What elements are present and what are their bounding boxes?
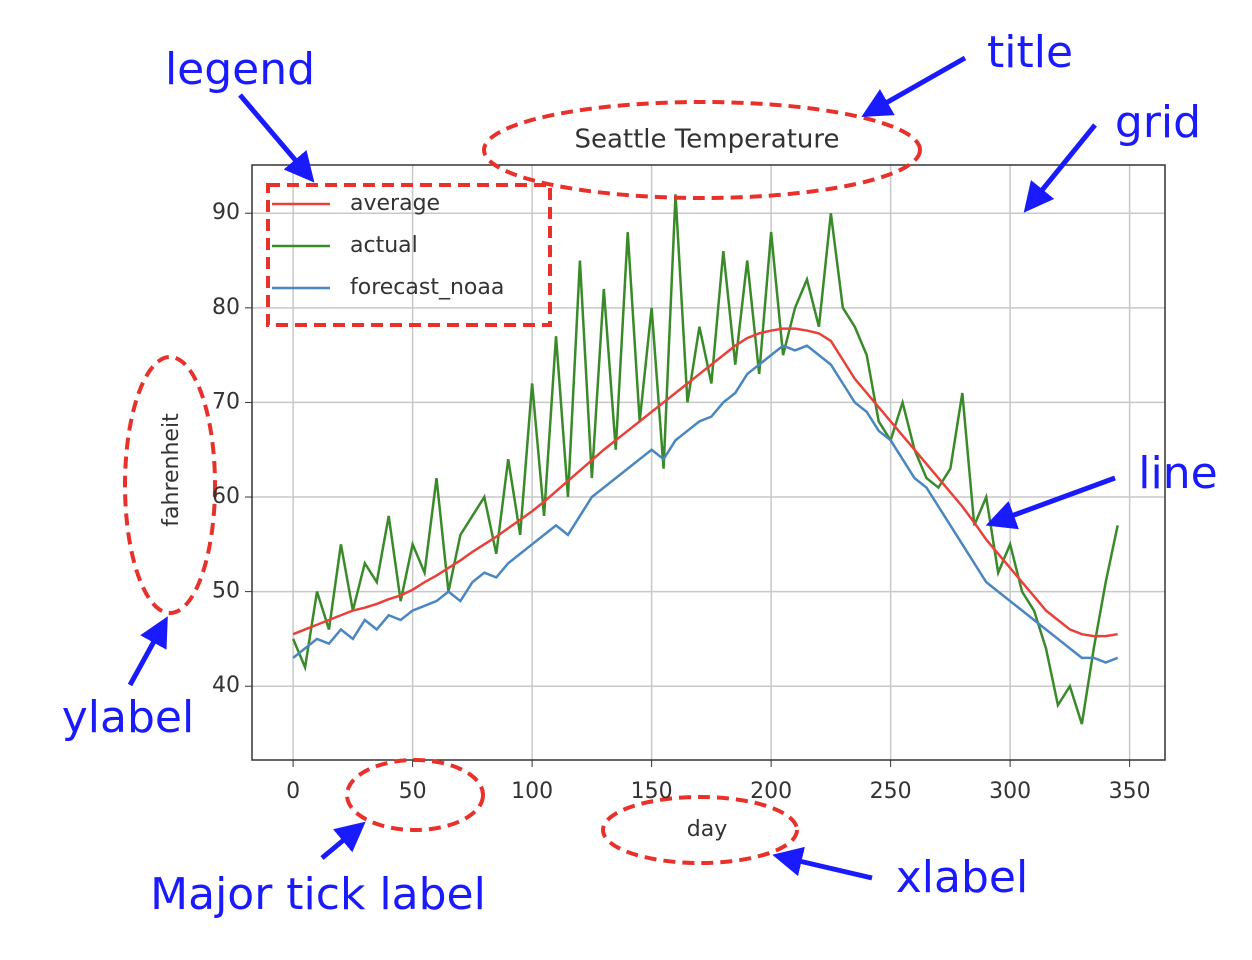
y-tick-label: 90	[212, 200, 240, 225]
y-tick-label: 80	[212, 295, 240, 320]
callout-ellipse	[601, 795, 799, 865]
x-tick-label: 250	[870, 779, 912, 804]
chart-title: Seattle Temperature	[574, 125, 839, 155]
arrow	[127, 616, 168, 687]
y-tick-label: 40	[212, 673, 240, 698]
annotation: ylabel	[62, 692, 194, 743]
series-line	[292, 327, 1118, 638]
y-axis-label: fahrenheit	[159, 413, 184, 527]
arrow	[238, 93, 315, 183]
callout-ellipse	[345, 758, 485, 832]
annotation: xlabel	[896, 852, 1028, 903]
x-tick-label: 50	[399, 779, 427, 804]
plot	[252, 165, 1165, 760]
annotation: line	[1138, 448, 1217, 499]
series-line	[291, 194, 1119, 725]
y-tick-label: 60	[212, 484, 240, 509]
y-tick-label: 50	[212, 579, 240, 604]
x-tick-label: 100	[511, 779, 553, 804]
legend-label: forecast_noaa	[350, 275, 504, 300]
axes-frame	[251, 164, 1166, 761]
series-line	[292, 344, 1119, 664]
legend-label: average	[350, 191, 440, 216]
callout-box	[266, 183, 552, 327]
x-axis-label: day	[687, 817, 727, 842]
x-tick-label: 150	[631, 779, 673, 804]
arrow	[861, 55, 967, 117]
annotation: grid	[1115, 97, 1201, 148]
arrow	[772, 846, 873, 881]
legend-label: actual	[350, 233, 418, 258]
x-tick-label: 0	[286, 779, 300, 804]
callout-ellipse	[123, 355, 217, 615]
annotation: legend	[165, 44, 315, 95]
x-tick-label: 350	[1109, 779, 1151, 804]
callout-ellipse	[482, 100, 922, 200]
callouts	[123, 55, 1116, 881]
x-tick-label: 200	[750, 779, 792, 804]
x-tick-label: 300	[989, 779, 1031, 804]
annotation: Major tick label	[150, 869, 486, 920]
arrow	[1023, 123, 1097, 213]
arrow	[320, 821, 366, 860]
annotation: title	[987, 27, 1073, 78]
y-tick-label: 70	[212, 389, 240, 414]
arrow	[985, 475, 1116, 530]
